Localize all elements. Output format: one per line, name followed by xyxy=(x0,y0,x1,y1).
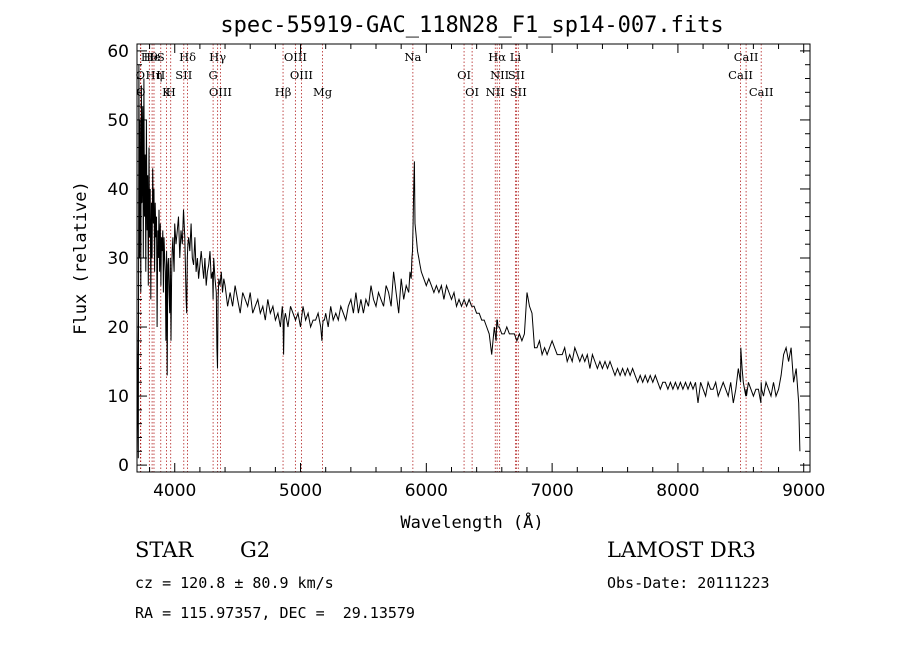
line-label: CaII xyxy=(728,68,753,82)
y-tick-label: 40 xyxy=(107,180,129,200)
y-tick-label: 20 xyxy=(107,318,129,338)
obs-date: Obs-Date: 20111223 xyxy=(607,574,770,592)
redshift-readout: cz = 120.8 ± 80.9 km/s xyxy=(135,574,334,592)
line-label: O xyxy=(136,85,145,99)
y-axis-label: Flux (relative) xyxy=(71,181,91,335)
line-label: SII xyxy=(510,85,527,99)
line-label: OI xyxy=(465,85,479,99)
y-tick-label: 10 xyxy=(107,387,129,407)
line-label: G xyxy=(209,68,218,82)
x-tick-label: 6000 xyxy=(405,481,448,501)
survey-name: LAMOST DR3 xyxy=(607,538,756,562)
y-tick-label: 30 xyxy=(107,249,129,269)
object-class: STAR xyxy=(135,538,194,562)
line-label: SII xyxy=(508,68,525,82)
line-label: OI xyxy=(457,68,471,82)
x-tick-label: 7000 xyxy=(530,481,573,501)
line-label: Hγ xyxy=(209,50,226,64)
line-label: Hη xyxy=(146,68,163,82)
x-tick-label: 9000 xyxy=(782,481,825,501)
x-tick-label: 4000 xyxy=(153,481,196,501)
line-label: II xyxy=(156,68,165,82)
axis-ticks: 4000 5000 6000 7000 8000 9000 0 10 20 30 40 50 60 xyxy=(107,42,825,501)
line-label: Na xyxy=(404,50,421,64)
x-tick-label: 8000 xyxy=(656,481,699,501)
line-label: H xyxy=(166,85,176,99)
spectral-line-markers xyxy=(139,44,762,472)
line-label: Hα xyxy=(488,50,506,64)
line-label: NII xyxy=(486,85,505,99)
line-label: CaII xyxy=(749,85,774,99)
line-label: He xyxy=(144,50,161,64)
line-label: CaII xyxy=(734,50,759,64)
x-tick-label: 5000 xyxy=(279,481,322,501)
line-label: NII xyxy=(490,68,509,82)
spectral-line-labels: HθOOHeHηKSIIHHδSIIOIIIHγGHβOIIIOIIIMgNaO… xyxy=(136,50,774,99)
line-label: SII xyxy=(175,68,192,82)
line-label: OIII xyxy=(284,50,307,64)
x-axis-label: Wavelength (Å) xyxy=(400,511,543,533)
chart-title: spec-55919-GAC_118N28_F1_sp14-007.fits xyxy=(220,13,723,38)
line-label: OIII xyxy=(209,85,232,99)
line-label: Hβ xyxy=(275,85,292,99)
spectrum-line xyxy=(136,64,801,459)
y-tick-label: 50 xyxy=(107,111,129,131)
y-tick-label: 60 xyxy=(107,42,129,62)
y-tick-label: 0 xyxy=(118,456,129,476)
line-label: S xyxy=(157,50,165,64)
coordinates: RA = 115.97357, DEC = 29.13579 xyxy=(135,604,415,622)
line-label: O xyxy=(136,68,145,82)
object-subclass: G2 xyxy=(240,538,271,562)
line-label: Hδ xyxy=(179,50,196,64)
line-label: Hθ xyxy=(141,50,158,64)
line-label: Mg xyxy=(313,85,333,99)
line-label: Li xyxy=(510,50,522,64)
plot-frame xyxy=(136,43,811,473)
line-label: K xyxy=(162,85,171,99)
line-label: OIII xyxy=(290,68,313,82)
